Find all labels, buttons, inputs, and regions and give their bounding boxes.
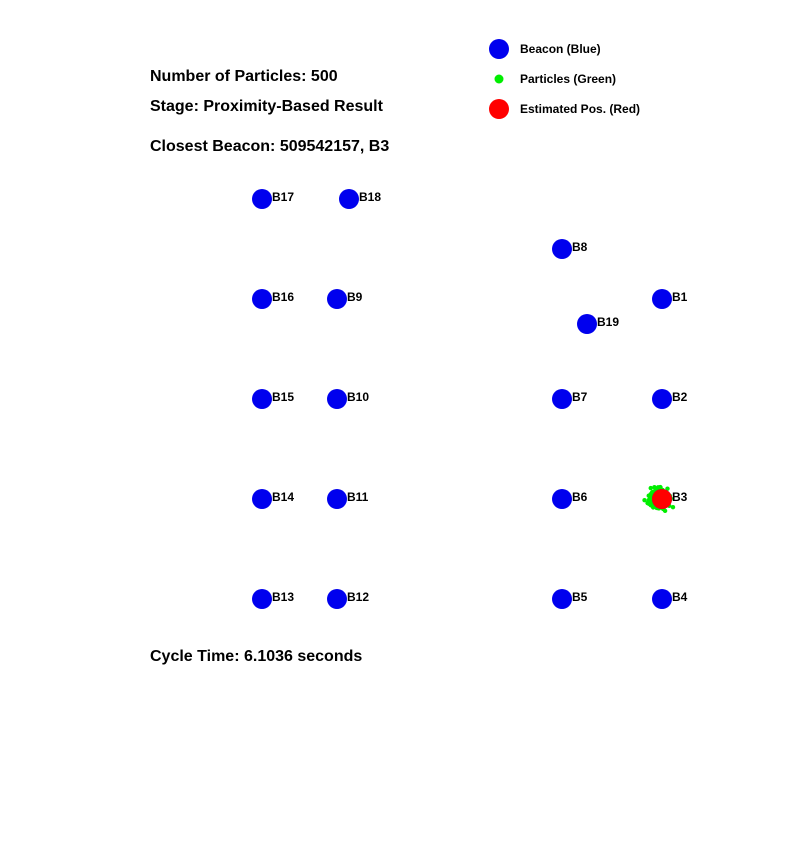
beacon-marker (252, 189, 272, 209)
beacon-label: B18 (359, 190, 381, 204)
beacon-label: B7 (572, 390, 588, 404)
beacon-label: B6 (572, 490, 588, 504)
beacon-b6: B6 (552, 489, 588, 509)
closest-beacon-text: Closest Beacon: 509542157, B3 (150, 138, 390, 155)
beacon-marker (339, 189, 359, 209)
particle-dot (670, 504, 676, 510)
particle-count-text: Number of Particles: 500 (150, 68, 338, 85)
beacon-b2: B2 (652, 389, 688, 409)
stage-text: Stage: Proximity-Based Result (150, 98, 383, 115)
beacon-marker-icon (488, 38, 510, 60)
particle-dot (658, 485, 663, 490)
beacon-label: B13 (272, 590, 294, 604)
particle-marker-icon (488, 68, 510, 90)
legend-item-estimate: Estimated Pos. (Red) (488, 98, 640, 120)
beacon-b17: B17 (252, 189, 294, 209)
beacon-marker (327, 589, 347, 609)
beacon-marker (552, 589, 572, 609)
particle-dot (665, 486, 670, 491)
beacon-marker (552, 489, 572, 509)
beacon-marker (552, 239, 572, 259)
beacon-b8: B8 (552, 239, 588, 259)
beacon-b5: B5 (552, 589, 588, 609)
beacon-label: B14 (272, 490, 294, 504)
particle-dot (648, 485, 653, 491)
beacon-label: B17 (272, 190, 294, 204)
cycle-time-text: Cycle Time: 6.1036 seconds (150, 648, 363, 665)
beacon-label: B9 (347, 290, 363, 304)
beacon-b14: B14 (252, 489, 294, 509)
estimate-marker-icon (488, 98, 510, 120)
beacon-b15: B15 (252, 389, 294, 409)
beacon-marker (652, 589, 672, 609)
legend-label-estimate: Estimated Pos. (Red) (520, 102, 641, 116)
beacon-marker (327, 289, 347, 309)
beacon-label: B3 (672, 490, 688, 504)
beacon-label: B12 (347, 590, 369, 604)
particle-dot (652, 484, 657, 490)
beacon-marker (252, 289, 272, 309)
beacon-label: B11 (347, 490, 369, 504)
beacon-b16: B16 (252, 289, 294, 309)
beacon-b12: B12 (327, 589, 369, 609)
beacon-label: B19 (597, 315, 619, 329)
beacon-marker (577, 314, 597, 334)
beacon-b19: B19 (577, 314, 619, 334)
legend-label-particles: Particles (Green) (520, 72, 617, 86)
beacon-label: B8 (572, 240, 588, 254)
estimated-position-marker (652, 489, 672, 509)
beacon-marker (327, 389, 347, 409)
particle-dot (646, 493, 651, 498)
beacon-b13: B13 (252, 589, 294, 609)
particle-dot (648, 502, 654, 507)
particle-dot (642, 498, 647, 503)
beacon-b9: B9 (327, 289, 363, 309)
beacon-layer: B1 B2 B3 B4 B5 B6 B7 B8 B9 B10 B11 B12 B13 B14 B15 B16 B… (252, 189, 688, 609)
beacon-marker (552, 389, 572, 409)
beacon-marker (327, 489, 347, 509)
legend-item-particles: Particles (Green) (488, 68, 616, 90)
estimate-layer (652, 489, 672, 509)
beacon-b1: B1 (652, 289, 688, 309)
beacon-label: B15 (272, 390, 294, 404)
particle-dot (647, 496, 653, 502)
beacon-label: B16 (272, 290, 294, 304)
beacon-label: B10 (347, 390, 369, 404)
beacon-label: B1 (672, 290, 688, 304)
beacon-b18: B18 (339, 189, 381, 209)
beacon-b10: B10 (327, 389, 369, 409)
beacon-b11: B11 (327, 489, 369, 509)
beacon-marker (252, 489, 272, 509)
beacon-b4: B4 (652, 589, 688, 609)
particle-dot (650, 489, 655, 495)
legend-item-beacon: Beacon (Blue) (488, 38, 601, 60)
beacon-label: B4 (672, 590, 688, 604)
beacon-marker (252, 589, 272, 609)
beacon-b7: B7 (552, 389, 588, 409)
beacon-marker (652, 289, 672, 309)
beacon-label: B2 (672, 390, 688, 404)
beacon-marker (252, 389, 272, 409)
legend-label-beacon: Beacon (Blue) (520, 42, 601, 56)
beacon-label: B5 (572, 590, 588, 604)
beacon-marker (652, 389, 672, 409)
